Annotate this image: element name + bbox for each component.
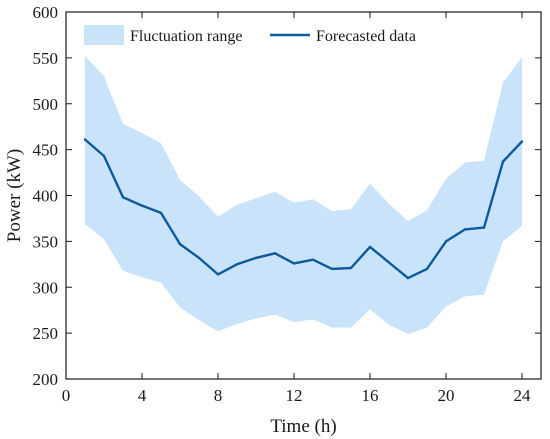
- forecast-point: [159, 211, 163, 215]
- legend: Fluctuation range Forecasted data: [84, 25, 416, 45]
- forecast-point: [349, 266, 353, 270]
- x-tick-label: 16: [362, 386, 379, 405]
- y-tick-label: 500: [33, 95, 59, 114]
- y-tick-label: 400: [33, 187, 59, 206]
- fluctuation-band: [85, 56, 522, 334]
- x-axis-title: Time (h): [270, 416, 336, 437]
- forecast-point: [463, 228, 467, 231]
- x-tick-label: 20: [438, 386, 455, 405]
- forecast-point: [140, 204, 144, 207]
- forecast-point: [121, 196, 125, 199]
- band-layer: [85, 56, 522, 334]
- x-tick-label: 0: [62, 386, 71, 405]
- line-layer: [83, 138, 524, 280]
- x-tick-label: 12: [286, 386, 303, 405]
- forecast-point: [235, 263, 239, 266]
- forecast-point: [520, 140, 524, 143]
- tick-layer: 0 4 8 12 16 20 24 200 250 300 350 400 450 500 550 600: [33, 3, 541, 405]
- y-tick-label: 550: [33, 49, 59, 68]
- legend-label-forecasted-data: Forecasted data: [316, 28, 416, 45]
- x-tick-label: 8: [214, 386, 223, 405]
- forecast-point: [368, 245, 372, 249]
- legend-label-fluctuation-range: Fluctuation range: [130, 28, 242, 45]
- x-tick-label: 4: [138, 386, 147, 405]
- forecast-point: [292, 262, 296, 265]
- forecast-point: [311, 258, 315, 261]
- forecast-point: [482, 226, 486, 229]
- y-tick-label: 250: [33, 324, 59, 343]
- y-tick-label: 300: [33, 278, 59, 297]
- forecast-point: [501, 160, 505, 163]
- forecast-point: [444, 240, 448, 243]
- forecast-point: [425, 267, 429, 271]
- forecast-point: [254, 256, 258, 260]
- plot-area: 0 4 8 12 16 20 24 200 250 300 350 400 450 500 550 600: [33, 3, 542, 405]
- forecast-point: [406, 276, 410, 280]
- forecast-point: [83, 138, 87, 141]
- x-tick-label: 24: [514, 386, 532, 405]
- legend-swatch-fluctuation-range: [84, 25, 124, 45]
- forecast-point: [330, 267, 334, 271]
- forecast-point: [178, 242, 182, 246]
- y-tick-label: 200: [33, 370, 59, 389]
- y-axis-title: Power (kW): [4, 149, 25, 242]
- y-tick-label: 600: [33, 3, 59, 22]
- forecast-point: [216, 273, 220, 276]
- y-tick-label: 350: [33, 232, 59, 251]
- forecast-point: [387, 261, 391, 264]
- forecast-point: [197, 256, 201, 260]
- forecast-line: [84, 138, 523, 280]
- forecast-point: [102, 154, 106, 158]
- forecast-point: [273, 252, 277, 255]
- y-tick-label: 450: [33, 141, 59, 160]
